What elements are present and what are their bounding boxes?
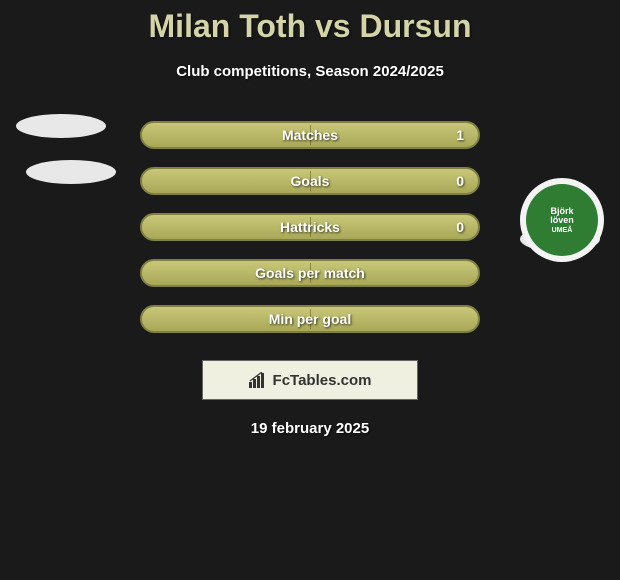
bar-row: Matches 1 bbox=[0, 112, 620, 158]
team-badge-right: Björk löven UMEÅ bbox=[520, 178, 604, 262]
bar-value-right: 0 bbox=[456, 219, 464, 235]
badge-line2: löven bbox=[550, 215, 574, 225]
stat-bar-matches: Matches 1 bbox=[140, 121, 480, 149]
bar-row: Min per goal bbox=[0, 296, 620, 342]
page-title: Milan Toth vs Dursun bbox=[0, 0, 620, 45]
footer-date: 19 february 2025 bbox=[0, 420, 620, 437]
team-badge-inner: Björk löven UMEÅ bbox=[526, 184, 598, 256]
team-badge-text: Björk löven UMEÅ bbox=[550, 207, 574, 234]
page-subtitle: Club competitions, Season 2024/2025 bbox=[0, 63, 620, 80]
bar-value-right: 0 bbox=[456, 173, 464, 189]
bar-label: Matches bbox=[282, 127, 338, 143]
bar-label: Hattricks bbox=[280, 219, 340, 235]
bar-value-right: 1 bbox=[456, 127, 464, 143]
stat-bar-min-per-goal: Min per goal bbox=[140, 305, 480, 333]
bar-chart-icon bbox=[249, 372, 267, 388]
stat-bar-goals: Goals 0 bbox=[140, 167, 480, 195]
bar-label: Goals bbox=[291, 173, 330, 189]
brand-text: FcTables.com bbox=[273, 372, 372, 389]
bar-label: Min per goal bbox=[269, 311, 351, 327]
bar-label: Goals per match bbox=[255, 265, 365, 281]
placeholder-oval-left bbox=[16, 114, 106, 138]
stat-bar-goals-per-match: Goals per match bbox=[140, 259, 480, 287]
badge-line3: UMEÅ bbox=[552, 227, 573, 234]
placeholder-oval-left bbox=[26, 160, 116, 184]
brand-box[interactable]: FcTables.com bbox=[202, 360, 418, 400]
stat-bar-hattricks: Hattricks 0 bbox=[140, 213, 480, 241]
bar-row: Goals per match bbox=[0, 250, 620, 296]
